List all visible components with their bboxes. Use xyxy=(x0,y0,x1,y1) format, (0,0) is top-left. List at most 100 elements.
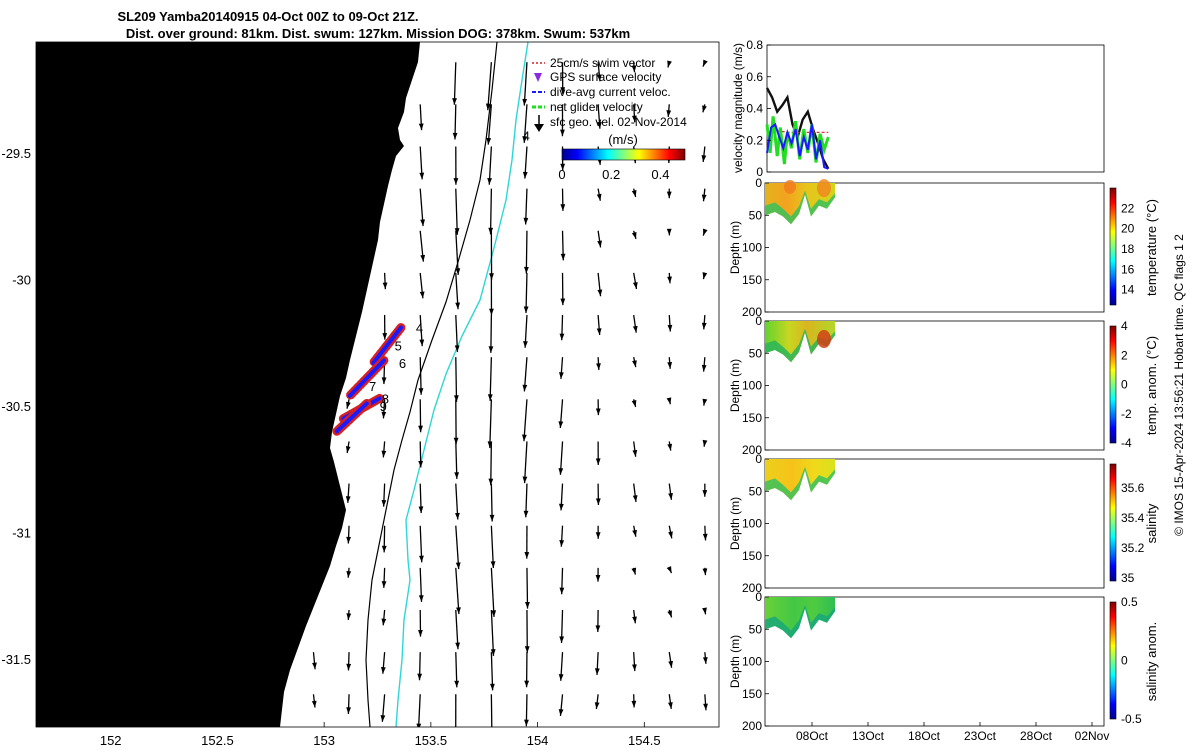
day-label: 4 xyxy=(416,321,423,336)
section-ylabel: Depth (m) xyxy=(728,497,742,550)
geo-velocity-arrow xyxy=(525,272,528,314)
geo-velocity-arrowhead xyxy=(418,595,424,602)
geo-velocity-arrowhead xyxy=(632,325,638,333)
geo-velocity-arrowhead xyxy=(416,723,422,727)
section-colorbar-label: salinity anom. xyxy=(1144,622,1159,701)
geo-velocity-arrowhead xyxy=(346,707,352,714)
geo-velocity-arrowhead xyxy=(595,625,601,633)
geo-velocity-arrowhead xyxy=(380,715,386,722)
map-ytick-label: -30 xyxy=(12,273,31,288)
geo-velocity-arrow xyxy=(487,62,493,111)
geo-velocity-arrowhead xyxy=(631,567,637,575)
geo-velocity-arrow xyxy=(489,399,493,449)
geo-velocity-arrowhead xyxy=(487,177,493,185)
section-ytick-label: 50 xyxy=(749,622,763,636)
geo-velocity-arrowhead xyxy=(346,613,352,620)
geo-velocity-arrowhead xyxy=(701,364,707,372)
geo-velocity-arrowhead xyxy=(380,666,386,674)
geo-velocity-arrowhead xyxy=(632,360,637,368)
section-colorbar-tick: 2 xyxy=(1121,348,1128,362)
section-deep-layer xyxy=(765,604,835,639)
section-xtick-label: 02Nov xyxy=(1075,729,1110,743)
geo-velocity-arrow xyxy=(489,357,493,401)
dive-avg-track xyxy=(334,401,369,434)
section-colorbar xyxy=(1109,463,1117,582)
geo-velocity-arrowhead xyxy=(668,660,674,668)
geo-velocity-arrow xyxy=(489,188,493,235)
geo-velocity-arrowhead xyxy=(418,630,423,637)
geo-velocity-arrowhead xyxy=(311,700,317,708)
section-colorbar-label: temperature (°C) xyxy=(1144,199,1159,296)
geo-velocity-arrow xyxy=(455,567,460,615)
geo-velocity-arrowhead xyxy=(345,446,351,453)
section-ytick-label: 0 xyxy=(755,176,762,190)
section-ytick-label: 0 xyxy=(755,590,762,604)
legend-swim-vector: 25cm/s swim vector xyxy=(532,56,655,70)
geo-velocity-arrowhead xyxy=(702,657,708,664)
dive-avg-track xyxy=(347,358,386,398)
geo-velocity-arrowhead xyxy=(632,449,638,457)
section-colorbar-tick: -2 xyxy=(1121,407,1132,421)
legend-geo-velocity-label: sfc geo. vel. 02-Nov-2014 xyxy=(550,115,687,129)
section-xtick-label: 18Oct xyxy=(908,729,941,743)
map-frame xyxy=(35,41,720,728)
section-warm-anomaly xyxy=(784,179,796,194)
geo-velocity-arrowhead xyxy=(702,439,708,447)
speed-colorbar-unit: (m/s) xyxy=(608,132,638,147)
velocity-ticks: 0 0.2 0.4 0.6 0.8 xyxy=(746,38,771,179)
geo-velocity-arrowhead xyxy=(456,607,461,615)
map-ytick-label: -30.5 xyxy=(1,399,31,414)
geo-velocity-arrowhead xyxy=(419,172,425,180)
geo-velocity-arrowhead xyxy=(666,566,672,574)
geo-velocity-arrowhead xyxy=(490,561,496,568)
map-xtick-label: 152.5 xyxy=(201,733,234,748)
geo-velocity-arrowhead xyxy=(668,702,673,709)
section-ylabel: Depth (m) xyxy=(728,221,742,274)
geo-velocity-arrowhead xyxy=(382,333,388,340)
geo-velocity-arrowhead xyxy=(489,728,494,735)
geo-velocity-arrowhead xyxy=(524,719,529,727)
section-deep-layer xyxy=(765,466,835,501)
geo-velocity-arrowhead xyxy=(666,110,672,117)
geo-velocity-arrowhead xyxy=(419,291,425,299)
map-ytick-label: -31.5 xyxy=(1,652,31,667)
geo-velocity-arrow xyxy=(453,62,457,105)
section-ytick-label: 0 xyxy=(755,314,762,328)
legend-gps-velocity-label: GPS surface velocity xyxy=(550,70,661,84)
geo-velocity-arrowhead xyxy=(312,662,317,670)
geo-velocity-arrowhead xyxy=(418,506,424,514)
title-line-1: SL209 Yamba20140915 04-Oct 00Z to 09-Oct… xyxy=(117,9,418,24)
section-xtick-label: 28Oct xyxy=(1020,729,1053,743)
section-panel-4: 0 50 100 150 200 Depth (m) -0.5 0 0.5 salinity an… xyxy=(728,590,1159,743)
section-xtick-label: 13Oct xyxy=(852,729,885,743)
section-colorbar-tick: 0 xyxy=(1121,654,1128,668)
geo-velocity-arrowhead xyxy=(560,204,566,211)
section-colorbar xyxy=(1109,325,1117,444)
map-xtick-label: 154 xyxy=(527,733,549,748)
geo-velocity-arrowhead xyxy=(703,703,708,711)
day-label: 7 xyxy=(369,379,376,394)
geo-velocity-arrowhead xyxy=(523,217,529,225)
geo-velocity-arrowhead xyxy=(631,115,637,123)
geo-velocity-arrowhead xyxy=(595,575,601,582)
geo-velocity-arrowhead xyxy=(491,610,497,617)
geo-velocity-arrowhead xyxy=(489,683,495,691)
speed-colorbar-tick: 0.2 xyxy=(602,167,620,182)
geo-velocity-arrowhead xyxy=(490,649,496,656)
section-colorbar-tick: 35.6 xyxy=(1121,481,1145,495)
section-warm-anomaly xyxy=(817,179,831,198)
geo-velocity-arrowhead xyxy=(559,540,565,547)
section-panel-3: 0 50 100 150 200 Depth (m) 35 35.2 35.4 35.6 salin… xyxy=(728,452,1159,595)
legend-gps-velocity: GPS surface velocity xyxy=(534,70,661,84)
map-ytick-label: -29.5 xyxy=(1,146,31,161)
title-line-2: Dist. over ground: 81km. Dist. swum: 127… xyxy=(126,26,630,41)
section-ytick-label: 150 xyxy=(742,549,762,563)
geo-velocity-arrowhead xyxy=(668,492,673,500)
speed-colorbar-tick: 0 xyxy=(558,167,565,182)
geo-velocity-arrowhead xyxy=(558,503,564,511)
section-colorbar xyxy=(1109,601,1117,720)
geo-velocity-arrowhead xyxy=(666,228,672,236)
geo-velocity-arrowhead xyxy=(485,103,491,111)
